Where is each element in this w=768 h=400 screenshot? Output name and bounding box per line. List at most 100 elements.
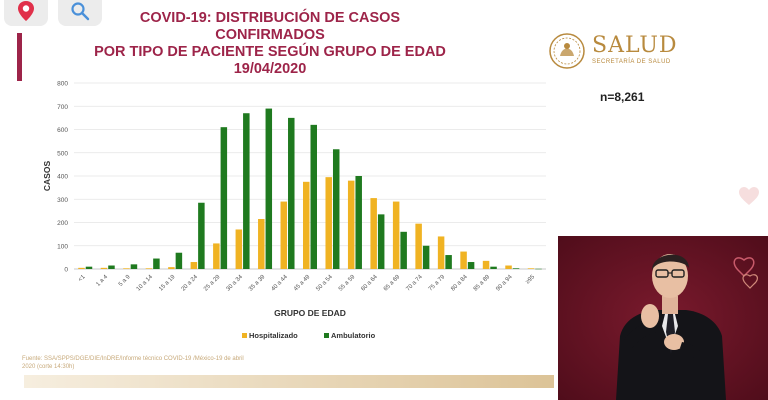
- x-tick-label: 20 a 24: [181, 274, 200, 293]
- title-line-2: CONFIRMADOS: [215, 27, 325, 43]
- x-tick-label: 50 a 54: [315, 274, 334, 293]
- bar-ambulatorio: [422, 245, 430, 269]
- bar-ambulatorio: [535, 268, 542, 270]
- x-tick-label: 30 a 34: [226, 274, 245, 293]
- bar-ambulatorio: [243, 113, 250, 269]
- legend-swatch: [324, 333, 329, 338]
- location-pin-button[interactable]: [4, 0, 48, 26]
- bar-hospitalizado: [460, 251, 467, 269]
- bar-hospitalizado: [527, 268, 535, 269]
- y-tick-label: 300: [57, 197, 68, 204]
- heart-icon: [739, 187, 759, 205]
- x-tick-label: 15 a 19: [158, 274, 177, 293]
- x-tick-label: 5 a 9: [118, 274, 132, 288]
- y-tick-label: 600: [57, 127, 68, 134]
- location-pin-icon: [17, 0, 35, 27]
- bar-ambulatorio: [288, 117, 295, 269]
- title-line-1: COVID-19: DISTRIBUCIÓN DE CASOS: [139, 10, 401, 26]
- bar-hospitalizado: [280, 201, 288, 269]
- bar-chart: 0 100 200 300 400 500 600 700 800 <1 1 a 4 5 a 9 10 …: [42, 81, 546, 340]
- search-button[interactable]: [58, 0, 102, 26]
- bar-ambulatorio: [467, 262, 475, 269]
- bar-ambulatorio: [332, 149, 340, 269]
- legend-swatch: [242, 333, 247, 338]
- bar-hospitalizado: [415, 223, 422, 269]
- sign-language-interpreter-video: [558, 236, 768, 400]
- bar-ambulatorio: [310, 124, 317, 269]
- bar-ambulatorio: [490, 266, 497, 269]
- bar-hospitalizado: [168, 267, 175, 269]
- y-tick-label: 800: [57, 81, 68, 88]
- accent-bar: [17, 33, 22, 81]
- bar-ambulatorio: [153, 258, 160, 269]
- bar-ambulatorio: [198, 202, 205, 269]
- y-tick-label: 100: [57, 243, 68, 250]
- x-tick-label: 85 a 89: [473, 274, 492, 293]
- sample-size: n=8,261: [600, 90, 645, 104]
- x-tick-label: ≥95: [525, 274, 537, 286]
- x-axis-label: GRUPO DE EDAD: [274, 308, 346, 318]
- bar-hospitalizado: [482, 260, 490, 269]
- y-tick-label: 400: [57, 174, 68, 181]
- x-tick-label: 25 a 29: [203, 274, 222, 293]
- bar-hospitalizado: [437, 236, 445, 269]
- bar-ambulatorio: [85, 266, 93, 269]
- x-tick-label: <1: [78, 274, 88, 284]
- bar-hospitalizado: [190, 262, 198, 269]
- title-line-4: 19/04/2020: [233, 61, 307, 77]
- source-line-1: Fuente: SSA/SPPS/DGE/DIE/InDRE/Informe t…: [22, 356, 244, 362]
- x-tick-label: 60 a 64: [360, 274, 379, 293]
- bar-hospitalizado: [100, 267, 108, 269]
- bar-ambulatorio: [220, 127, 228, 269]
- bar-ambulatorio: [400, 231, 407, 269]
- salud-logo: SALUD SECRETARÍA DE SALUD: [548, 32, 698, 72]
- bar-hospitalizado: [213, 243, 220, 269]
- bar-hospitalizado: [235, 229, 243, 269]
- bar-ambulatorio: [130, 264, 138, 269]
- bar-ambulatorio: [377, 214, 385, 269]
- bar-hospitalizado: [123, 268, 130, 269]
- footer-bar: [24, 375, 554, 388]
- seal-icon: [549, 33, 585, 69]
- bar-ambulatorio: [445, 255, 452, 269]
- x-tick-label: 45 a 49: [293, 274, 312, 293]
- bar-hospitalizado: [78, 267, 85, 269]
- y-axis-label: CASOS: [42, 161, 52, 192]
- source-line-2: 2020 (corte 14:30h): [22, 364, 75, 370]
- x-tick-label: 35 a 39: [248, 274, 267, 293]
- logo-wordmark: SALUD: [592, 33, 678, 58]
- x-tick-label: 40 a 44: [271, 274, 290, 293]
- legend-label: Ambulatorio: [331, 331, 376, 340]
- bar-hospitalizado: [505, 265, 512, 269]
- legend-label: Hospitalizado: [249, 331, 298, 340]
- y-tick-label: 700: [57, 104, 68, 111]
- x-tick-label: 10 a 14: [136, 274, 155, 293]
- bar-hospitalizado: [370, 198, 377, 269]
- bar-hospitalizado: [347, 180, 355, 269]
- x-tick-label: 1 a 4: [95, 274, 109, 288]
- bar-ambulatorio: [108, 265, 115, 269]
- x-tick-label: 65 a 69: [383, 274, 402, 293]
- y-tick-label: 200: [57, 220, 68, 227]
- bar-ambulatorio: [265, 108, 273, 269]
- source-footnote: Fuente: SSA/SPPS/DGE/DIE/InDRE/Informe t…: [22, 355, 352, 371]
- bar-ambulatorio: [355, 176, 362, 269]
- logo-subtitle: SECRETARÍA DE SALUD: [592, 59, 671, 65]
- x-tick-label: 75 a 79: [428, 274, 447, 293]
- bar-hospitalizado: [145, 268, 153, 269]
- bar-hospitalizado: [258, 219, 265, 269]
- title-line-3: POR TIPO DE PACIENTE SEGÚN GRUPO DE EDAD: [94, 44, 446, 60]
- y-tick-label: 500: [57, 150, 68, 157]
- bar-ambulatorio: [175, 252, 183, 269]
- y-tick-label: 0: [64, 267, 68, 274]
- x-tick-label: 80 a 84: [450, 274, 469, 293]
- bar-hospitalizado: [303, 181, 310, 269]
- x-tick-label: 55 a 59: [338, 274, 357, 293]
- x-tick-label: 70 a 74: [405, 274, 424, 293]
- bar-hospitalizado: [392, 201, 400, 269]
- search-icon: [70, 1, 90, 26]
- bar-ambulatorio: [512, 268, 520, 269]
- x-tick-label: 90 a 94: [495, 274, 514, 293]
- slide-title: COVID-19: DISTRIBUCIÓN DE CASOS CONFIRMA…: [90, 10, 450, 78]
